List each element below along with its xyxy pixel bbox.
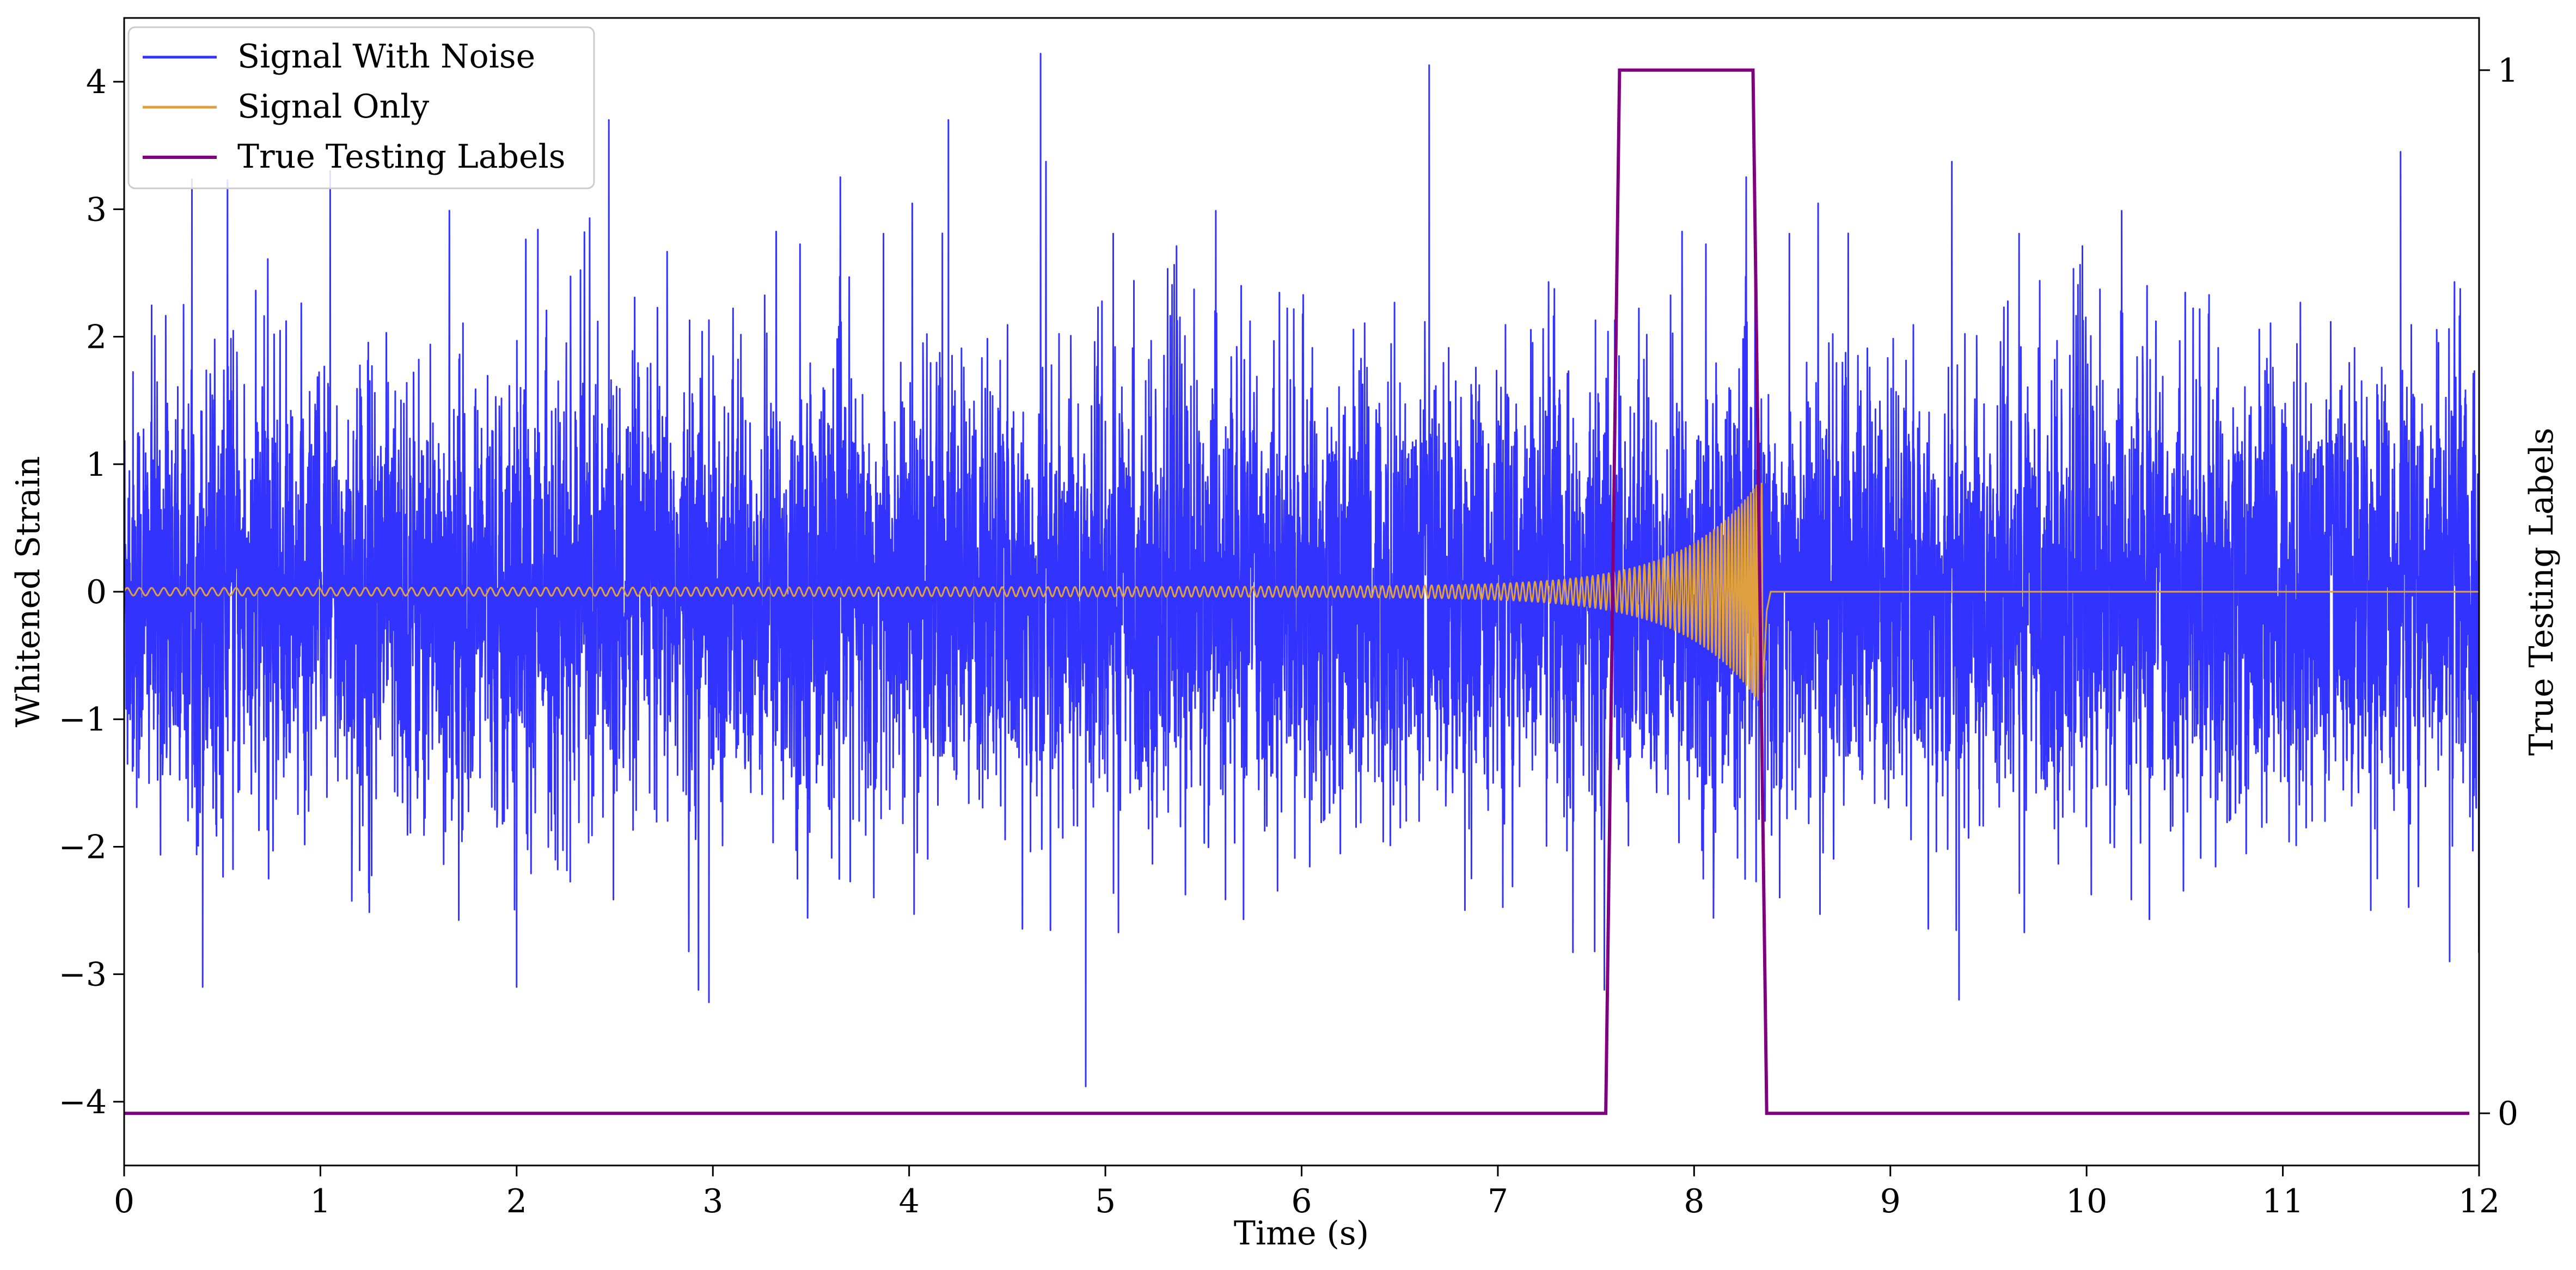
- signal-only-line: [124, 482, 2479, 701]
- y-tick-label: 4: [86, 63, 107, 101]
- y-tick-label: 3: [86, 191, 107, 229]
- x-tick-label: 5: [1095, 1182, 1116, 1220]
- x-tick-label: 8: [1684, 1182, 1704, 1220]
- legend: Signal With Noise Signal Only True Testi…: [127, 26, 595, 189]
- x-tick-label: 7: [1488, 1182, 1508, 1220]
- legend-label-signal-with-noise: Signal With Noise: [237, 38, 535, 76]
- x-tick-label: 4: [899, 1182, 920, 1220]
- x-tick-label: 9: [1880, 1182, 1901, 1220]
- y-tick-label: 1: [86, 446, 107, 484]
- true-testing-labels-series: [124, 68, 2469, 1115]
- legend-label-signal-only: Signal Only: [237, 88, 429, 126]
- y-tick-label: 0: [86, 573, 107, 611]
- x-tick-label: 12: [2458, 1182, 2500, 1220]
- plot-area: [124, 53, 2479, 1115]
- y2-tick-label: 1: [2498, 52, 2518, 90]
- y-axis-right: 01: [2479, 52, 2518, 1133]
- y-axis-label: Whitened Strain: [9, 456, 47, 727]
- x-tick-label: 1: [310, 1182, 331, 1220]
- y2-axis-label: True Testing Labels: [2523, 428, 2561, 756]
- x-tick-label: 2: [506, 1182, 527, 1220]
- legend-frame: [127, 26, 595, 189]
- x-axis: 0 1 2 3 4 5 6 7 8 9 10 11 12: [114, 1165, 2500, 1220]
- y-axis-left: −4 −3 −2 −1 0 1 2 3 4: [59, 63, 124, 1121]
- y-tick-label: −3: [59, 956, 107, 994]
- legend-label-true-testing-labels: True Testing Labels: [237, 138, 566, 176]
- signal-with-noise-series: [124, 53, 2479, 1088]
- x-tick-label: 6: [1291, 1182, 1312, 1220]
- y2-tick-label: 0: [2498, 1095, 2518, 1133]
- x-tick-label: 0: [114, 1182, 134, 1220]
- x-tick-label: 10: [2066, 1182, 2107, 1220]
- x-tick-label: 11: [2262, 1182, 2303, 1220]
- signal-only-series: [124, 482, 2479, 701]
- x-tick-label: 3: [702, 1182, 723, 1220]
- x-axis-label: Time (s): [1234, 1214, 1369, 1253]
- signal-with-noise-line: [124, 53, 2479, 1088]
- y-tick-label: −4: [59, 1083, 107, 1121]
- y-tick-label: −1: [59, 701, 107, 739]
- y-tick-label: 2: [86, 318, 107, 357]
- y-tick-label: −2: [59, 828, 107, 866]
